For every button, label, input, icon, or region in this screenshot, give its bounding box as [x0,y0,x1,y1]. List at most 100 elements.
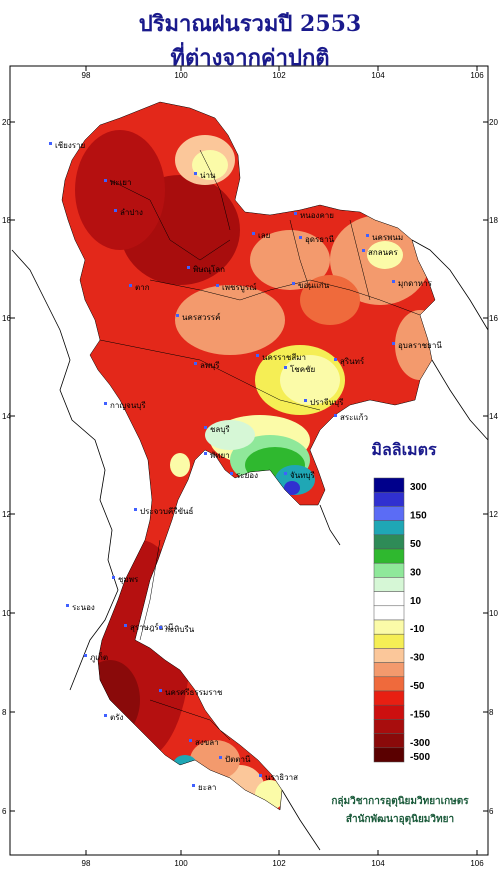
province-label: อุดรธานี [305,235,335,244]
station-marker [134,508,137,511]
station-marker [204,426,207,429]
lon-ticks-bottom: 98 100 102 104 106 [82,850,484,868]
legend-swatch [373,619,405,635]
province-label: เพชรบูรณ์ [222,282,257,293]
province-label: พะเยา [110,178,131,187]
lon-tick-label: 100 [174,71,188,80]
lon-tick-label: 104 [371,71,385,80]
province-boundaries [61,101,436,811]
lat-tick-label: 10 [2,609,11,618]
province-label: ประจวบคีรีขันธ์ [140,506,194,516]
map-frame [9,65,489,856]
coast-line [319,504,341,546]
lon-tick-label: 106 [470,71,484,80]
station-marker [259,774,262,777]
legend-label: 10 [410,596,422,607]
station-marker [392,342,395,345]
legend-swatch [373,577,405,592]
province-label: สุราษฎร์ธานี [130,622,174,632]
province-label: สุรินทร์ [340,356,365,366]
west-border-line [11,249,119,691]
province-label: กาญจนบุรี [110,401,146,410]
legend-swatch [373,633,405,649]
province-label: นราธิวาส [265,773,298,782]
station-marker [114,209,117,212]
legend-swatch [373,662,405,678]
province-label: หนองคาย [300,211,334,220]
province-label: ภูเก็ต [90,652,108,663]
credit-line2: สำนักพัฒนาอุตุนิยมวิทยา [345,814,455,825]
lat-tick-label: 16 [489,314,498,323]
lat-tick-label: 14 [489,412,498,421]
lat-tick-label: 20 [2,118,11,127]
lat-tick-label: 18 [2,216,11,225]
east-border-line [411,239,489,331]
legend-label: 300 [410,482,427,493]
station-marker [256,354,259,357]
station-marker [66,604,69,607]
station-marker [334,358,337,361]
province-label: พิษณุโลก [193,264,225,274]
legend-label: -300 [410,738,430,749]
station-marker [194,172,197,175]
station-marker [362,249,365,252]
station-marker [112,576,115,579]
province-label: สระแก้ว [340,413,368,422]
station-marker [159,626,162,629]
legend-label: -150 [410,709,430,720]
legend-unit: มิลลิเมตร [371,440,437,459]
lat-tick-label: 6 [2,807,7,816]
legend-swatch [373,605,405,621]
province-label: ระนอง [72,603,95,612]
lon-tick-label: 98 [82,859,91,868]
lon-tick-label: 102 [272,859,286,868]
station-marker [104,714,107,717]
station-marker [176,314,179,317]
province-label: อุบลราชธานี [398,341,442,350]
lon-tick-label: 102 [272,71,286,80]
lat-tick-label: 12 [489,510,498,519]
legend-swatch [373,648,405,663]
lat-ticks-right: 20 18 16 14 12 10 8 6 [483,118,498,816]
station-marker [294,212,297,215]
station-marker [129,284,132,287]
province-label: นครราชสีมา [262,353,306,362]
province-label: ขอนแก่น [298,281,330,290]
legend-label: -30 [410,653,425,664]
station-marker [49,142,52,145]
station-marker [284,472,287,475]
legend-swatch [373,477,405,493]
province-label: ลำปาง [120,208,143,217]
lon-tick-label: 104 [371,859,385,868]
province-label: ระยอง [236,471,258,480]
lat-tick-label: 16 [2,314,11,323]
legend-swatch [373,534,405,550]
province-label: น่าน [200,171,216,180]
legend-swatch [373,704,405,720]
province-label: ชลบุรี [210,425,230,434]
station-marker [334,414,337,417]
station-marker [192,784,195,787]
legend-swatch [373,690,405,706]
legend-swatch [373,747,405,763]
station-marker [284,366,287,369]
lon-ticks-top: 98 100 102 104 106 [82,66,484,80]
province-label: ตาก [135,283,150,292]
province-label: มุกดาหาร [398,279,433,288]
station-marker [84,654,87,657]
province-label: ตรัง [110,713,123,722]
province-label: พัทยา [210,451,230,460]
lat-tick-label: 8 [2,708,7,717]
lon-tick-label: 100 [174,859,188,868]
lat-tick-label: 20 [489,118,498,127]
lat-tick-label: 18 [489,216,498,225]
lat-tick-label: 12 [2,510,11,519]
province-label: จันทบุรี [290,471,316,480]
lat-tick-label: 8 [489,708,494,717]
station-marker [104,179,107,182]
legend-label: -500 [410,752,430,763]
province-label: เชียงราย [55,141,85,150]
legend-swatch [373,562,405,578]
legend-swatch [373,520,405,536]
